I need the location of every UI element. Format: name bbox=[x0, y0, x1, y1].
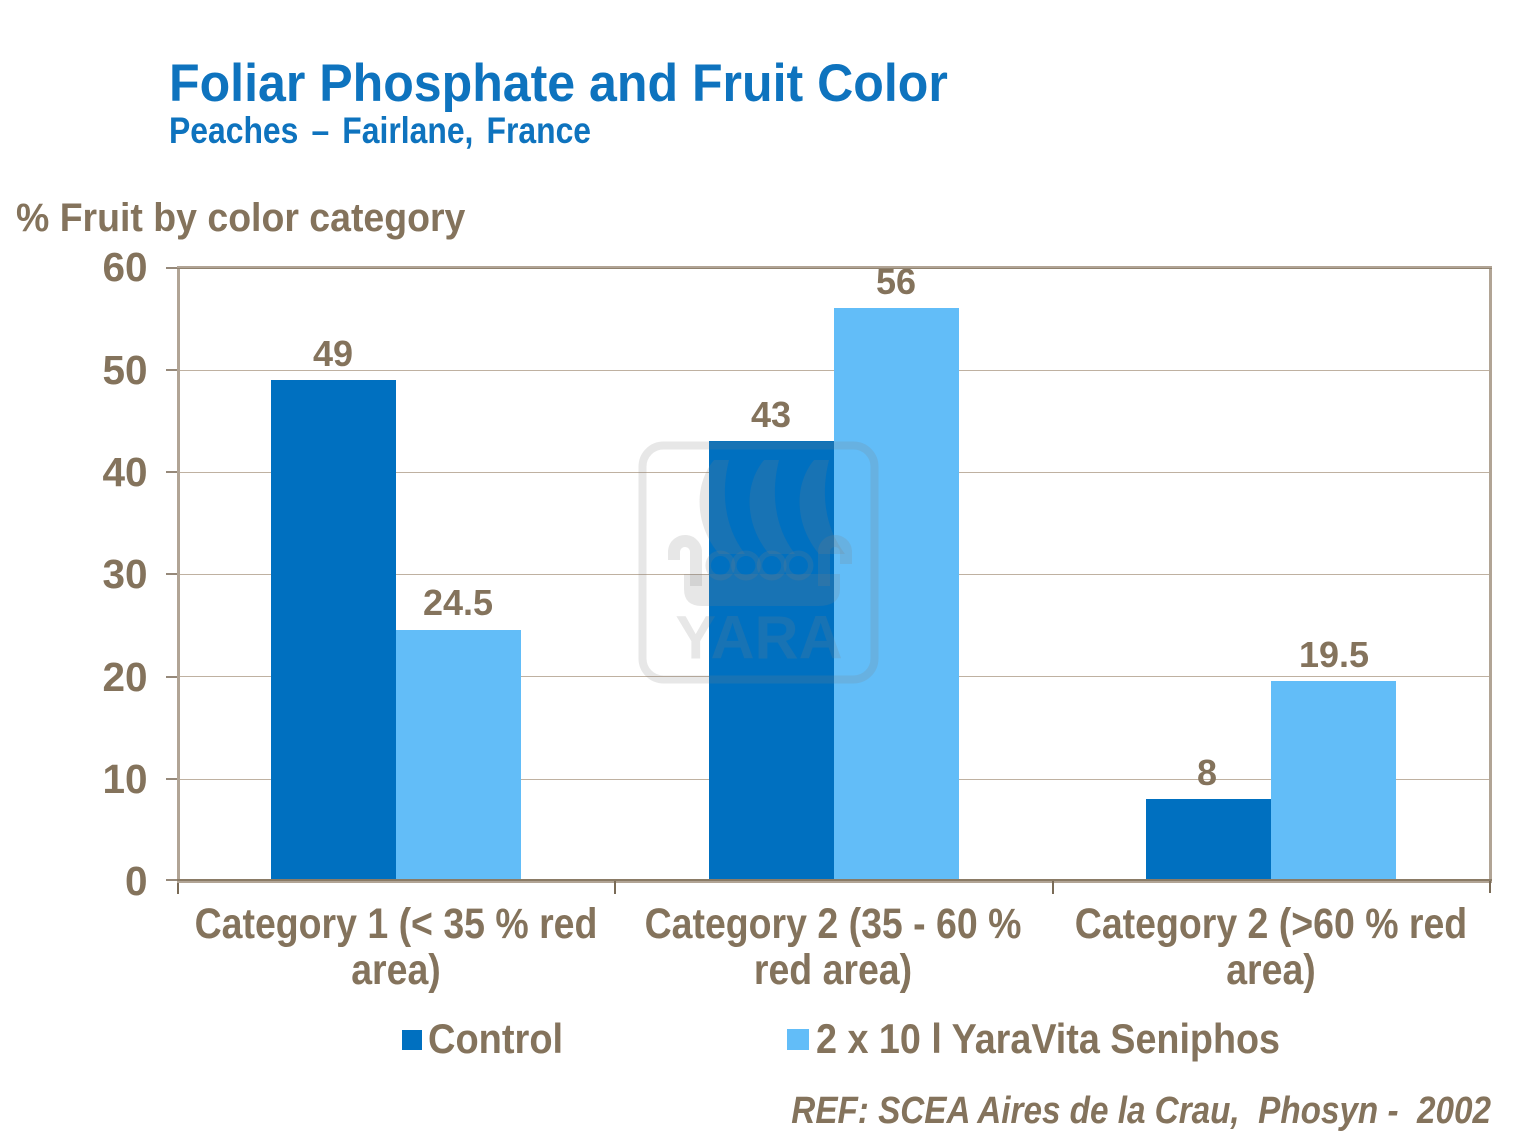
svg-text:YARA: YARA bbox=[675, 604, 842, 672]
